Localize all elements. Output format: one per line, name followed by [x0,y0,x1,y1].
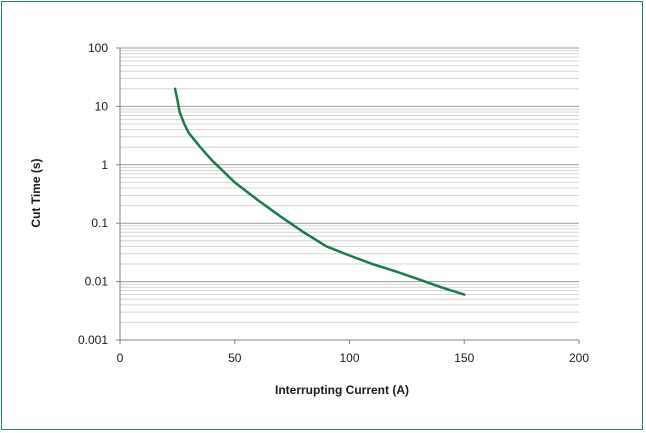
y-tick-label: 0.001 [78,333,108,347]
x-tick-label: 50 [228,351,242,365]
x-tick-label: 100 [339,351,359,365]
y-tick-label: 0.01 [85,275,109,289]
tick-labels: 100 10 1 0.1 0.01 0.001 0 50 100 150 200 [78,41,589,365]
x-tick-label: 200 [569,351,589,365]
grid [120,47,579,341]
y-tick-label: 1 [101,158,108,172]
x-tick-label: 0 [117,351,124,365]
y-tick-label: 0.1 [91,216,108,230]
y-tick-label: 100 [88,41,108,55]
axes [116,47,580,344]
y-axis-title: Cut Time (s) [29,158,43,227]
series-line [173,87,466,296]
x-tick-label: 150 [454,351,474,365]
series-layer [173,87,466,296]
y-tick-label: 10 [95,99,109,113]
x-axis-title: Interrupting Current (A) [275,383,409,397]
